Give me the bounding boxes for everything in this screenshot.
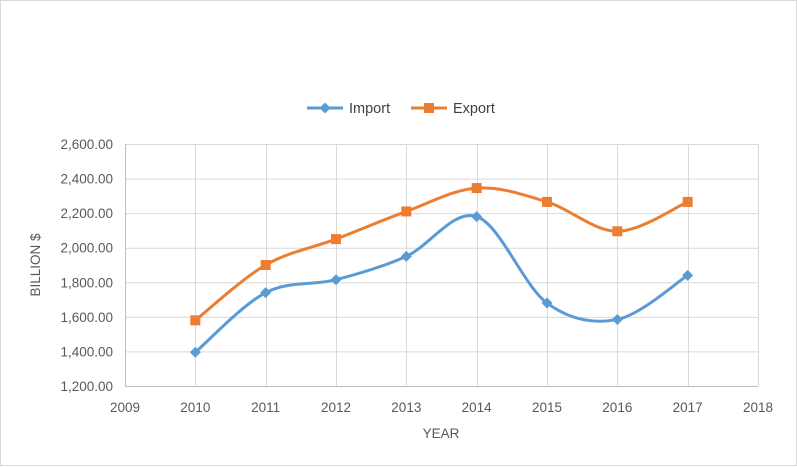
x-tick-label: 2012: [321, 400, 351, 415]
legend-item-import: Import: [307, 101, 390, 117]
import-point: [471, 211, 483, 223]
series-import: [189, 211, 694, 358]
export-point: [542, 196, 552, 207]
y-tick-label: 1,800.00: [60, 275, 113, 290]
gridlines: [125, 144, 759, 386]
y-tick-label: 1,600.00: [60, 310, 113, 325]
legend-label: Import: [349, 101, 390, 117]
x-axis-title: YEAR: [423, 426, 460, 441]
export-line: [193, 186, 690, 322]
export-point: [401, 206, 412, 217]
y-tick-label: 2,600.00: [60, 137, 113, 152]
y-tick-label: 1,400.00: [60, 344, 113, 359]
x-tick-label: 2011: [251, 400, 280, 415]
series-export: [190, 183, 693, 326]
legend-marker: [319, 102, 331, 114]
export-point: [682, 196, 693, 207]
legend-marker: [424, 103, 434, 113]
import-point: [189, 346, 201, 358]
y-tick-label: 2,200.00: [60, 206, 113, 221]
import-point: [611, 313, 623, 325]
import-point: [260, 287, 272, 299]
import-point: [400, 250, 412, 262]
import-point: [330, 274, 342, 286]
import-line: [193, 214, 690, 354]
series: [189, 183, 694, 358]
y-axis-title: BILLION $: [28, 233, 43, 297]
x-tick-label: 2016: [602, 400, 632, 415]
export-point: [190, 315, 201, 326]
export-point: [260, 260, 271, 270]
legend-item-export: Export: [411, 101, 495, 117]
x-tick-label: 2015: [532, 400, 562, 415]
x-tick-label: 2013: [391, 400, 421, 415]
legend: Import Export: [307, 101, 495, 117]
legend-label: Export: [453, 101, 495, 117]
export-point: [612, 226, 623, 237]
export-point: [471, 183, 482, 194]
import-point: [541, 297, 553, 309]
import-point: [682, 269, 694, 281]
x-tick-label: 2017: [673, 400, 703, 415]
x-tick-label: 2014: [462, 400, 493, 415]
axes: 1,200.00 1,400.00 1,600.00 1,800.00 2,000.00…: [60, 137, 773, 415]
x-tick-label: 2010: [180, 400, 210, 415]
x-tick-label: 2018: [743, 400, 773, 415]
x-tick-label: 2009: [110, 400, 140, 415]
y-tick-label: 2,400.00: [60, 172, 113, 187]
y-tick-label: 1,200.00: [60, 379, 113, 394]
y-tick-label: 2,000.00: [60, 241, 113, 256]
export-point: [331, 234, 341, 245]
